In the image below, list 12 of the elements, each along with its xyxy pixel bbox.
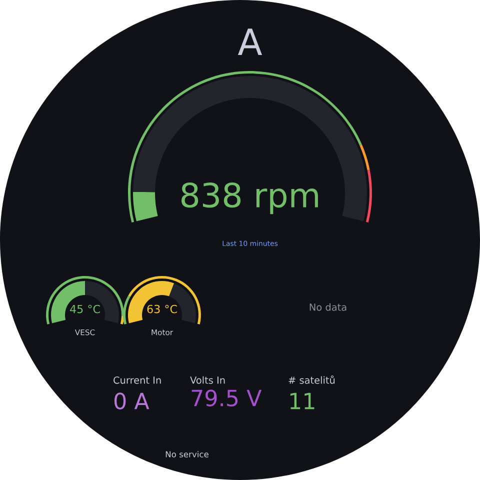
text: 0 A [114,392,150,410]
text: 79.5 V [192,390,262,406]
text: No service [166,450,208,458]
text: 63 °C [147,304,177,314]
text: 838 rpm [181,182,318,214]
chart-title: A [238,28,262,55]
text: # satelitů [288,375,335,384]
text: 11 [290,392,314,410]
text: No data [310,303,346,311]
text: Current In [114,376,161,384]
text: 45 °C [70,304,100,314]
text: Volts In [190,376,225,384]
